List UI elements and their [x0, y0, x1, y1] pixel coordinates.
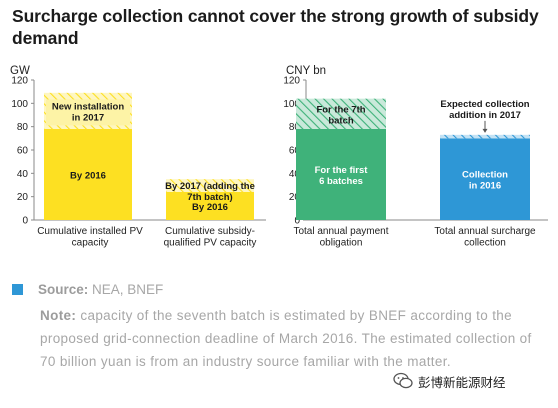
- note-paragraph: Note: capacity of the seventh batch is e…: [40, 304, 546, 373]
- wechat-logo-icon: [393, 372, 413, 390]
- source-label: Source:: [38, 282, 89, 297]
- y-tick-label: 100: [283, 99, 300, 110]
- y-tick-label: 60: [17, 146, 29, 157]
- bar-segment-hatched: [166, 179, 254, 192]
- segment-label: For the first 6 batches: [315, 165, 369, 187]
- source-marker: [12, 284, 23, 295]
- y-tick-label: 0: [294, 216, 300, 227]
- x-category-label: Cumulative installed PV capacity: [37, 226, 143, 249]
- y-tick-label: 120: [283, 76, 300, 87]
- bar-group: Collection in 2016 Expected collection addi…: [440, 99, 530, 220]
- y-tick-label: 80: [289, 122, 301, 133]
- y-tick-label: 100: [11, 99, 28, 110]
- x-category-label: Cumulative subsidy-qualified PV capacity: [164, 226, 257, 249]
- y-tick-label: 40: [17, 169, 29, 180]
- x-category-label: Total annual surcharge collection: [434, 226, 536, 249]
- segment-label: Expected collection addition in 2017: [440, 99, 529, 121]
- bar-segment-solid: [44, 129, 132, 220]
- y-unit-label: GW: [10, 65, 30, 77]
- source-line: Source: NEA, BNEF: [12, 280, 552, 300]
- y-tick-label: 80: [17, 122, 29, 133]
- segment-label: New installation in 2017: [52, 101, 125, 123]
- chart-installed-capacity: GW 0 20 40 60 80 100 120 By 2016 New installation…: [10, 65, 266, 249]
- segment-label: By 2016: [70, 171, 106, 182]
- bar-group: For the first 6 batches For the 7th batch: [296, 98, 386, 220]
- segment-label: By 2017 (adding the 7th batch): [165, 181, 255, 203]
- page-title: Surcharge collection cannot cover the st…: [12, 6, 539, 48]
- y-tick-label: 0: [22, 216, 28, 227]
- bar-segment-solid: [296, 129, 386, 220]
- bar-segment-hatched: [296, 98, 386, 129]
- note-text: capacity of the seventh batch is estimat…: [40, 308, 532, 369]
- watermark: 彭博新能源财经: [393, 369, 553, 393]
- y-tick-label: 120: [11, 76, 28, 87]
- note-label: Note:: [40, 308, 77, 323]
- bar-group: By 2016 New installation in 2017: [44, 92, 132, 220]
- y-tick-label: 20: [17, 192, 29, 203]
- y-tick-label: 20: [289, 192, 301, 203]
- y-tick-label: 40: [289, 169, 301, 180]
- segment-label: By 2016: [192, 202, 228, 213]
- y-unit-label: CNY bn: [286, 65, 326, 77]
- segment-label-bg: [46, 99, 130, 126]
- segment-label: Collection in 2016: [462, 170, 508, 192]
- annotation-arrowhead: [482, 128, 488, 133]
- chart-payment-vs-collection: CNY bn 0 20 40 60 80 100 120 For the first 6 batc…: [283, 65, 548, 249]
- source-text: NEA, BNEF: [92, 282, 164, 297]
- bar-segment-solid: [440, 138, 530, 220]
- bar-segment-solid: [166, 192, 254, 220]
- x-category-label: Total annual payment obligation: [293, 226, 388, 249]
- y-tick-label: 60: [289, 146, 301, 157]
- bar-segment-hatched: [440, 134, 530, 139]
- watermark-text: 彭博新能源财经: [418, 375, 506, 390]
- segment-label: For the 7th batch: [316, 104, 365, 126]
